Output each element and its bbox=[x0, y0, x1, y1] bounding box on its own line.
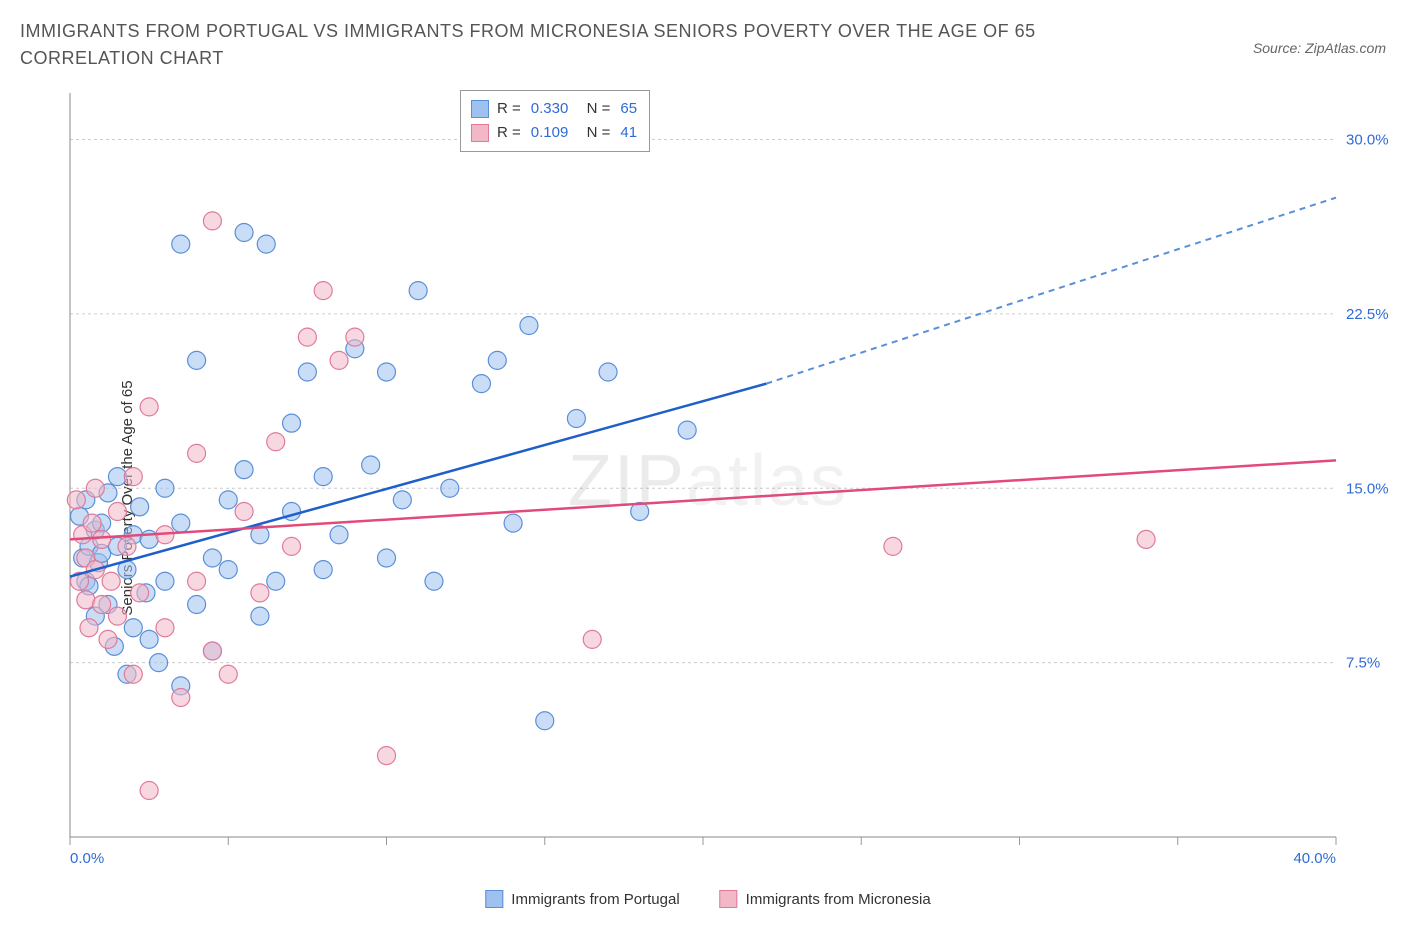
n-value-micronesia: 41 bbox=[620, 121, 637, 145]
stats-legend: R = 0.330 N = 65 R = 0.109 N = 41 bbox=[460, 90, 650, 152]
svg-text:40.0%: 40.0% bbox=[1293, 850, 1336, 867]
swatch-portugal bbox=[471, 100, 489, 118]
r-value-micronesia: 0.109 bbox=[531, 121, 569, 145]
svg-text:22.5%: 22.5% bbox=[1346, 306, 1389, 323]
svg-text:7.5%: 7.5% bbox=[1346, 655, 1380, 672]
legend-label: Immigrants from Micronesia bbox=[746, 891, 931, 908]
legend-swatch bbox=[485, 890, 503, 908]
series-legend: Immigrants from Portugal Immigrants from … bbox=[485, 890, 930, 908]
chart-header: IMMIGRANTS FROM PORTUGAL VS IMMIGRANTS F… bbox=[0, 0, 1406, 72]
swatch-micronesia bbox=[471, 124, 489, 142]
svg-text:15.0%: 15.0% bbox=[1346, 480, 1389, 497]
legend-label: Immigrants from Portugal bbox=[511, 891, 679, 908]
svg-text:0.0%: 0.0% bbox=[70, 850, 104, 867]
scatter-plot: 7.5% 15.0% 22.5% 30.0% 0.0% 40.0% bbox=[60, 85, 1396, 885]
legend-swatch bbox=[720, 890, 738, 908]
svg-text:30.0%: 30.0% bbox=[1346, 132, 1389, 149]
stats-row-portugal: R = 0.330 N = 65 bbox=[471, 97, 639, 121]
legend-item: Immigrants from Micronesia bbox=[720, 890, 931, 908]
legend-item: Immigrants from Portugal bbox=[485, 890, 679, 908]
r-value-portugal: 0.330 bbox=[531, 97, 569, 121]
chart-area: Seniors Poverty Over the Age of 65 R = 0… bbox=[20, 85, 1396, 910]
source-label: Source: ZipAtlas.com bbox=[1253, 40, 1386, 56]
n-value-portugal: 65 bbox=[620, 97, 637, 121]
stats-row-micronesia: R = 0.109 N = 41 bbox=[471, 121, 639, 145]
chart-title: IMMIGRANTS FROM PORTUGAL VS IMMIGRANTS F… bbox=[20, 18, 1120, 72]
